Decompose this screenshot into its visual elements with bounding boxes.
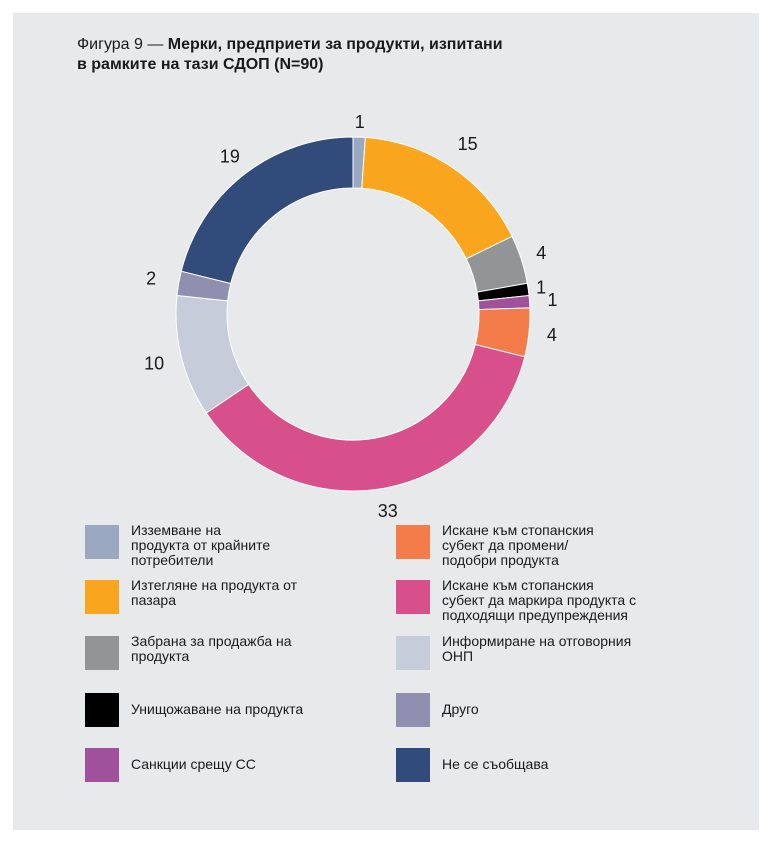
legend-item: Забрана за продажба на продукта [85, 634, 341, 670]
legend-label-line: Информиране на отговорния [442, 633, 632, 649]
slice-value-label: 4 [547, 325, 557, 345]
legend-label-line: пазара [131, 592, 176, 608]
legend-label-line: Забрана за продажба на [131, 633, 292, 649]
legend-item: Унищожаване на продукта [85, 693, 341, 727]
legend-swatch [85, 693, 119, 727]
legend-item: Изземване на продукта от крайните потребит… [85, 523, 341, 568]
legend-label-line: подобри продукта [442, 552, 559, 568]
legend-label-line: Унищожаване на продукта [131, 701, 304, 717]
legend-item: Санкции срещу СС [85, 748, 341, 782]
legend-label: Изтегляне на продукта от пазара [131, 578, 341, 608]
slice-value-label: 15 [458, 134, 478, 154]
figure-number: Фигура 9 — [77, 36, 168, 53]
legend-swatch [396, 525, 430, 559]
slice-value-label: 10 [144, 354, 164, 374]
legend-label: Искане към стопанския субект да маркира п… [442, 578, 652, 623]
legend-label-line: Не се съобщава [442, 756, 549, 772]
legend-label: Изземване на продукта от крайните потребит… [131, 523, 341, 568]
slice-value-label: 1 [355, 112, 365, 132]
donut-slice [361, 136, 513, 260]
legend-label-line: субект да маркира продукта с [442, 592, 637, 608]
legend-item: Не се съобщава [396, 748, 652, 782]
donut-slice [205, 343, 526, 492]
legend-label: Друго [442, 702, 652, 717]
legend-label-line: продукта от крайните [131, 537, 271, 553]
donut-slice [180, 136, 354, 285]
legend-label-line: подходящи предупреждения [442, 607, 628, 623]
legend-swatch [396, 693, 430, 727]
slice-value-label: 2 [146, 268, 156, 288]
legend-label-line: потребители [131, 552, 214, 568]
slice-value-label: 33 [378, 501, 398, 521]
legend-label-line: продукта [131, 648, 190, 664]
figure-title-line2: в рамките на тази СДОП (N=90) [77, 56, 324, 73]
legend-label-line: Искане към стопанския [442, 577, 594, 593]
legend-item: Друго [396, 693, 652, 727]
legend-label-line: ОНП [442, 648, 474, 664]
figure-title: Фигура 9 — Мерки, предприети за продукти… [77, 35, 637, 75]
legend-label: Унищожаване на продукта [131, 702, 341, 717]
slice-value-label: 1 [536, 278, 546, 298]
legend-item: Искане към стопанския субект да маркира п… [396, 578, 652, 623]
legend-label: Информиране на отговорния ОНП [442, 634, 652, 664]
legend-label-line: Санкции срещу СС [131, 756, 256, 772]
slice-value-label: 19 [220, 146, 240, 166]
legend-swatch [396, 580, 430, 614]
legend-swatch [396, 748, 430, 782]
legend-label-line: субект да промени/ [442, 537, 569, 553]
legend-label-line: Друго [442, 701, 479, 717]
legend-label-line: Искане към стопанския [442, 522, 594, 538]
slice-value-label: 1 [548, 290, 558, 310]
legend-swatch [85, 636, 119, 670]
legend-label: Не се съобщава [442, 757, 652, 772]
legend-label: Забрана за продажба на продукта [131, 634, 341, 664]
legend-item: Искане към стопанския субект да промени/п… [396, 523, 652, 568]
legend-label-line: Изтегляне на продукта от [131, 577, 298, 593]
legend-item: Изтегляне на продукта от пазара [85, 578, 341, 614]
legend-label-line: Изземване на [131, 522, 221, 538]
legend-swatch [85, 748, 119, 782]
slice-value-label: 4 [536, 243, 546, 263]
legend-item: Информиране на отговорния ОНП [396, 634, 652, 670]
legend-swatch [85, 580, 119, 614]
figure-title-line1: Мерки, предприети за продукти, изпитани [167, 36, 503, 53]
legend-label: Искане към стопанския субект да промени/п… [442, 523, 652, 568]
legend-swatch [85, 525, 119, 559]
legend-swatch [396, 636, 430, 670]
donut-slices [175, 136, 531, 492]
legend-label: Санкции срещу СС [131, 757, 341, 772]
